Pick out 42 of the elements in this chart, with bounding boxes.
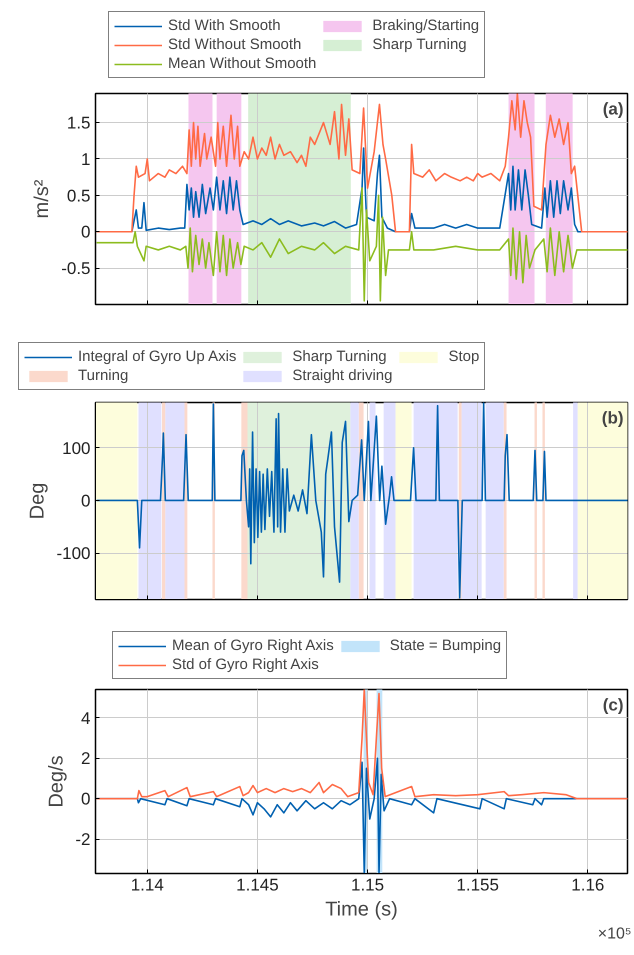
y-tick-label: -2	[75, 830, 91, 850]
y-tick-label: 0	[81, 790, 91, 809]
legend-label: State = Bumping	[390, 637, 502, 654]
y-tick-label: 1	[81, 150, 91, 169]
legend-label: Straight driving	[292, 367, 392, 384]
y-tick-label: -0.5	[61, 259, 91, 278]
x-axis-title: Time (s)	[325, 898, 398, 920]
legend-label: Integral of Gyro Up Axis	[78, 348, 236, 365]
y-tick-label: 100	[62, 438, 91, 458]
legend-label: Braking/Starting	[372, 17, 480, 34]
x-tick-label: 1.155	[456, 876, 499, 894]
legend-label: Stop	[448, 348, 480, 365]
annotation: (b)	[602, 408, 624, 428]
text: ×10⁵	[598, 926, 632, 942]
legend-label: Mean Without Smooth	[168, 55, 316, 72]
y-axis-title: Deg	[26, 482, 48, 520]
y-tick-label: 1.5	[66, 114, 91, 133]
y-tick-label: 0	[81, 222, 91, 242]
legend-label: Turning	[78, 367, 128, 384]
annotation: (c)	[602, 696, 624, 714]
legend-label: Mean of Gyro Right Axis	[172, 637, 334, 654]
legend-label: Std With Smooth	[168, 17, 281, 34]
x-tick-label: 1.145	[236, 876, 279, 894]
line-series	[96, 402, 628, 599]
line-series	[96, 187, 628, 302]
x-tick-label: 1.16	[571, 876, 604, 894]
legend-label: Sharp Turning	[292, 348, 387, 365]
legend-label: Std Without Smooth	[168, 36, 302, 53]
y-axis-title: m/s²	[31, 179, 54, 218]
y-tick-label: 0.5	[66, 186, 91, 206]
y-tick-label: -100	[56, 544, 91, 564]
legend-label: Std of Gyro Right Axis	[172, 656, 319, 673]
legend-label: Sharp Turning	[372, 36, 467, 53]
line-series	[96, 94, 628, 233]
y-axis-title: Deg/s	[45, 755, 68, 808]
annotation: (a)	[602, 100, 624, 118]
y-tick-label: 2	[81, 749, 91, 768]
x-tick-label: 1.15	[351, 876, 384, 894]
y-tick-label: 0	[81, 491, 91, 510]
line-series	[96, 690, 628, 800]
y-tick-label: 4	[81, 708, 91, 728]
x-tick-label: 1.14	[130, 876, 164, 894]
